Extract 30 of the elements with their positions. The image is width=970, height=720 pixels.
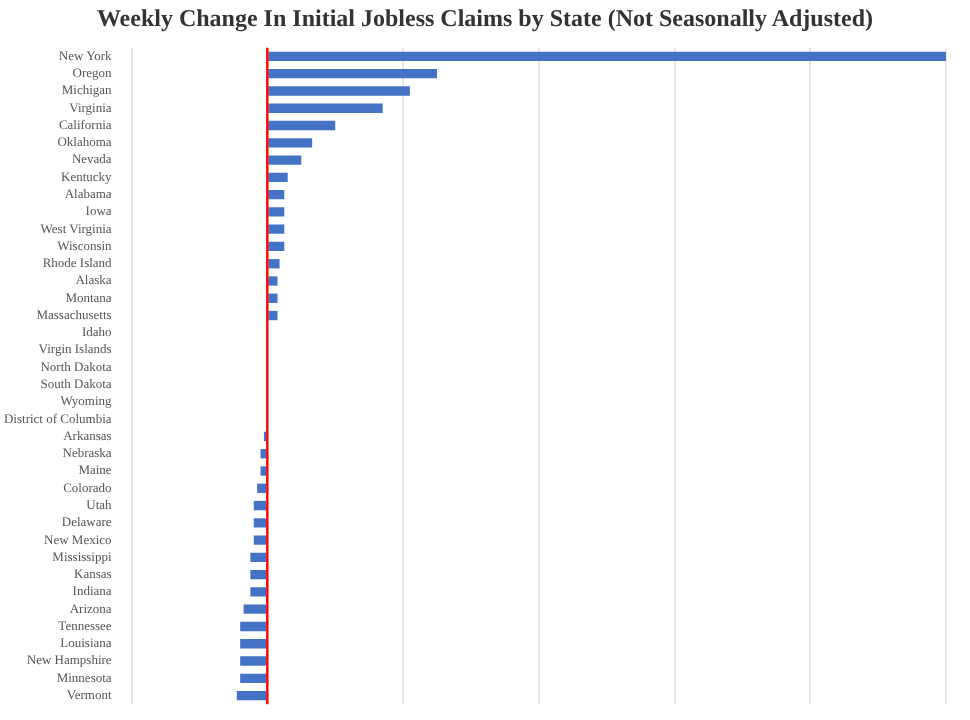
bar	[268, 103, 383, 113]
bar	[243, 604, 267, 614]
bar	[236, 690, 267, 701]
bar	[240, 656, 267, 666]
bar	[240, 673, 267, 683]
bar	[253, 518, 267, 528]
bar	[268, 207, 285, 217]
bar	[250, 552, 267, 563]
bar	[268, 120, 336, 131]
bar	[253, 535, 267, 545]
bar	[268, 86, 410, 96]
bar	[268, 310, 278, 321]
bar	[257, 483, 267, 493]
bar	[268, 241, 285, 252]
bar	[268, 224, 285, 234]
bar	[268, 293, 278, 303]
bar	[250, 587, 267, 597]
bar	[268, 138, 313, 148]
bar	[268, 155, 302, 165]
bar	[240, 621, 267, 632]
bar	[268, 172, 288, 183]
chart-title: Weekly Change In Initial Jobless Claims by State (Not Seasonally Adjusted)	[94, 2, 876, 36]
bar	[250, 569, 267, 580]
bar	[268, 189, 285, 200]
bar	[268, 51, 946, 62]
bar	[268, 69, 437, 79]
bar	[268, 259, 280, 269]
bar	[253, 500, 267, 511]
bar	[260, 466, 267, 476]
bar	[240, 639, 267, 649]
